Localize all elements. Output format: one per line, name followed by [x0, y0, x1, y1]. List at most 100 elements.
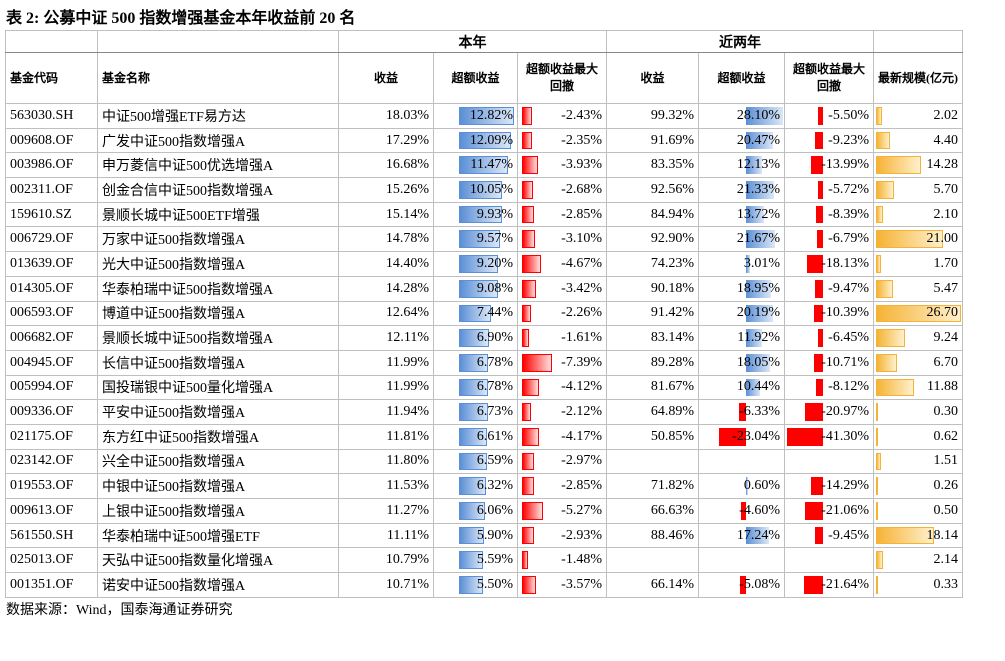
table-cell: 9.57% — [433, 226, 518, 253]
cell-text: 50.85% — [650, 428, 694, 444]
table-cell: 002311.OF — [5, 177, 98, 203]
table-cell: -2.93% — [517, 522, 607, 549]
cell-text: 11.94% — [386, 404, 429, 420]
cell-text: 006593.OF — [10, 305, 74, 321]
cell-text: 景顺长城中证500ETF增强 — [102, 208, 260, 224]
table-cell: 13.72% — [698, 201, 785, 228]
table-cell: -1.48% — [517, 547, 607, 574]
data-bar — [746, 205, 765, 224]
table-cell: 009608.OF — [5, 127, 98, 154]
data-bar — [810, 477, 824, 495]
cell-text: 21.00 — [926, 231, 959, 247]
cell-text: 6.90% — [476, 330, 513, 346]
data-row: 006682.OF 景顺长城中证500指数增强A 12.11% 6.90% -1.61%… — [5, 325, 963, 351]
cell-text: -10.71% — [821, 354, 869, 370]
table-cell: 中证500增强ETF易方达 — [97, 103, 339, 129]
data-row: 006729.OF 万家中证500指数增强A 14.78% 9.57% -3.10% 92… — [5, 226, 963, 253]
data-bar — [804, 403, 824, 421]
table-cell: 159610.SZ — [5, 201, 98, 228]
data-bar — [522, 526, 534, 545]
table-cell: 001351.OF — [5, 572, 98, 598]
cell-text: 6.78% — [476, 354, 513, 370]
table-cell: 12.13% — [698, 152, 785, 179]
table-cell: 91.42% — [606, 300, 699, 327]
cell-text: 021175.OF — [10, 428, 73, 444]
cell-text: -6.45% — [828, 330, 869, 346]
data-bar — [876, 427, 878, 446]
cell-text: 博道中证500指数增强A — [102, 307, 246, 323]
table-cell: 009613.OF — [5, 498, 98, 524]
cell-text: 006729.OF — [10, 231, 74, 247]
table-cell: -2.12% — [517, 399, 607, 425]
cell-text: 92.56% — [650, 181, 694, 197]
table-cell: 12.11% — [338, 325, 434, 351]
data-row: 001351.OF 诺安中证500指数增强A 10.71% 5.50% -3.57% 66… — [5, 572, 963, 598]
table-cell: -2.35% — [517, 127, 607, 154]
table-cell: -4.67% — [517, 251, 607, 277]
table-cell: 天弘中证500指数量化增强A — [97, 547, 339, 574]
table-cell: 6.32% — [433, 473, 518, 499]
cell-text: 11.92% — [737, 330, 780, 346]
table-cell: 创金合信中证500指数增强A — [97, 177, 339, 203]
data-bar — [459, 156, 509, 175]
data-bar — [876, 156, 922, 175]
data-bar — [522, 427, 539, 446]
table-cell: 7.44% — [433, 300, 518, 327]
data-row: 003986.OF 申万菱信中证500优选增强A 16.68% 11.47% -3.93… — [5, 152, 963, 179]
data-bar — [459, 304, 491, 323]
cell-text: -21.64% — [821, 576, 869, 592]
cell-text: 18.05% — [736, 354, 780, 370]
cell-text: -18.13% — [821, 255, 869, 271]
table-cell: 12.82% — [433, 103, 518, 129]
data-bar — [876, 131, 890, 150]
cell-text: -23.04% — [732, 428, 780, 444]
table-cell: 11.81% — [338, 423, 434, 450]
data-row: 009608.OF 广发中证500指数增强A 17.29% 12.09% -2.35% 9… — [5, 127, 963, 154]
data-bar — [522, 353, 552, 372]
cell-text: 4.40 — [933, 132, 959, 148]
table-cell: 2.10 — [873, 201, 963, 228]
header-cell: 超额收益 — [698, 52, 785, 104]
data-bar — [522, 329, 529, 347]
table-cell: 21.00 — [873, 226, 963, 253]
table-cell: 89.28% — [606, 349, 699, 376]
cell-text: -3.10% — [561, 231, 602, 247]
data-bar — [459, 329, 489, 347]
data-bar — [746, 526, 769, 545]
table-cell: 0.30 — [873, 399, 963, 425]
cell-text: 11.99% — [386, 379, 429, 395]
cell-text: 17.24% — [736, 527, 780, 543]
cell-text: 0.26 — [933, 478, 959, 494]
cell-text: 83.14% — [650, 330, 694, 346]
cell-text: 创金合信中证500指数增强A — [102, 183, 274, 199]
cell-text: 9.93% — [476, 206, 513, 222]
cell-text: 天弘中证500指数量化增强A — [102, 554, 274, 570]
table-cell: 6.06% — [433, 498, 518, 524]
table-cell: 国投瑞银中证500量化增强A — [97, 374, 339, 401]
cell-text: 5.50% — [476, 576, 513, 592]
data-bar — [746, 378, 760, 397]
cell-text: -14.29% — [821, 478, 869, 494]
cell-text: 563030.SH — [10, 107, 74, 123]
cell-text: 21.33% — [736, 181, 780, 197]
table-cell — [698, 448, 785, 475]
table-cell: 009336.OF — [5, 399, 98, 425]
table-cell: -9.45% — [784, 522, 874, 549]
table-cell — [784, 547, 874, 574]
table-cell: 83.35% — [606, 152, 699, 179]
cell-text: 6.61% — [476, 428, 513, 444]
table-cell: -3.42% — [517, 275, 607, 302]
cell-text: 10.44% — [736, 379, 780, 395]
cell-text: -9.23% — [828, 132, 869, 148]
cell-text: -9.47% — [828, 280, 869, 296]
table-cell: -14.29% — [784, 473, 874, 499]
data-bar — [876, 378, 914, 397]
cell-text: 71.82% — [650, 478, 694, 494]
cell-text: 561550.SH — [10, 527, 74, 543]
data-bar — [746, 329, 762, 347]
table-cell: 18.95% — [698, 275, 785, 302]
cell-text: 11.99% — [386, 354, 429, 370]
cell-text: -4.60% — [739, 502, 780, 518]
cell-text: 平安中证500指数增强A — [102, 406, 246, 422]
table-cell: 10.44% — [698, 374, 785, 401]
